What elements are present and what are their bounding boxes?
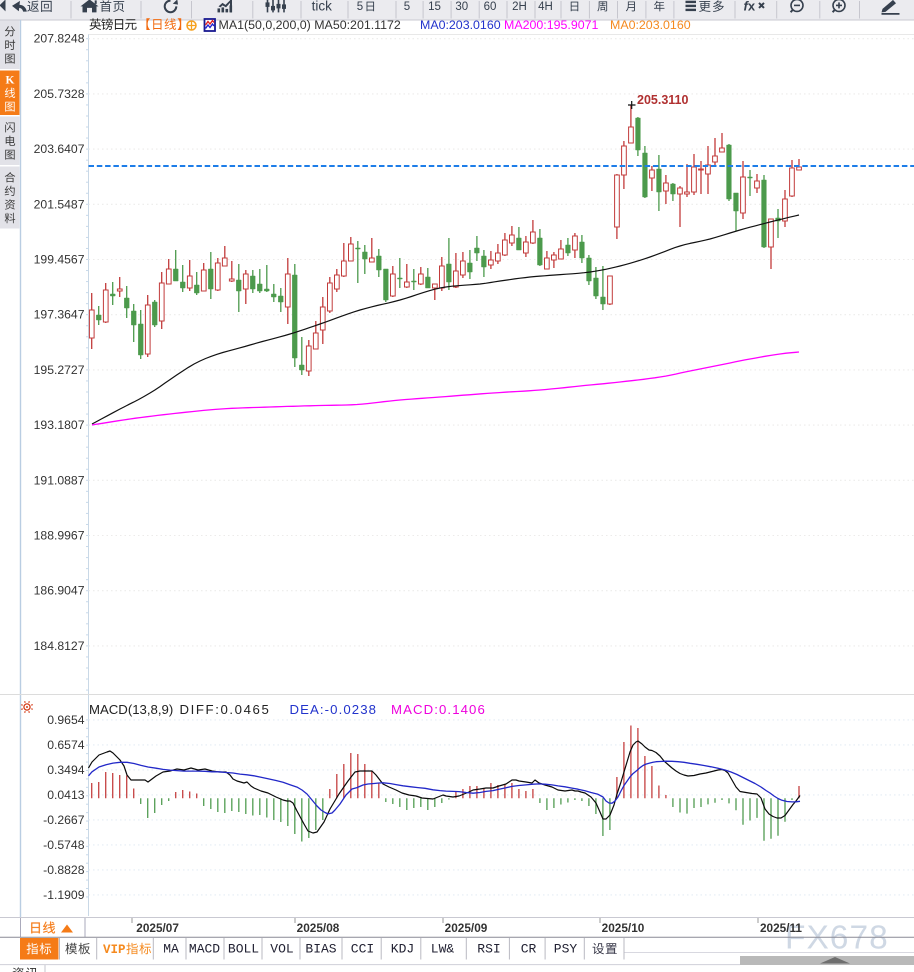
svg-text:2025/07: 2025/07 bbox=[136, 921, 179, 935]
svg-text:2025/09: 2025/09 bbox=[445, 921, 488, 935]
svg-text:15: 15 bbox=[428, 1, 441, 13]
svg-text:197.3647: 197.3647 bbox=[34, 308, 85, 322]
svg-text:5: 5 bbox=[404, 1, 410, 13]
svg-text:MA0:203.0160: MA0:203.0160 bbox=[420, 18, 501, 32]
svg-text:193.1807: 193.1807 bbox=[34, 418, 85, 432]
svg-text:-0.5748: -0.5748 bbox=[43, 838, 85, 852]
svg-text:0.6574: 0.6574 bbox=[47, 738, 84, 752]
svg-text:195.2727: 195.2727 bbox=[34, 363, 85, 377]
svg-text:201.5487: 201.5487 bbox=[34, 197, 85, 211]
svg-text:KDJ: KDJ bbox=[391, 942, 414, 957]
svg-text:203.6407: 203.6407 bbox=[34, 142, 85, 156]
svg-text:191.0887: 191.0887 bbox=[34, 473, 85, 487]
svg-text:fx: fx bbox=[744, 0, 756, 13]
svg-text:VOL: VOL bbox=[270, 942, 293, 957]
svg-text:BIAS: BIAS bbox=[305, 942, 336, 957]
svg-text:5: 5 bbox=[357, 1, 363, 13]
svg-text:DEA:-0.0238: DEA:-0.0238 bbox=[290, 702, 378, 717]
svg-text:VIP: VIP bbox=[103, 943, 126, 957]
svg-text:0.3494: 0.3494 bbox=[47, 763, 84, 777]
svg-text:MA200:195.9071: MA200:195.9071 bbox=[504, 18, 598, 32]
svg-text:PSY: PSY bbox=[554, 942, 578, 957]
svg-text:MA0:203.0160: MA0:203.0160 bbox=[610, 18, 691, 32]
svg-text:MACD:0.1406: MACD:0.1406 bbox=[391, 702, 486, 717]
svg-text:BOLL: BOLL bbox=[228, 942, 259, 957]
svg-text:2025/11: 2025/11 bbox=[760, 921, 802, 935]
svg-text:FX678: FX678 bbox=[785, 920, 889, 957]
svg-text:2025/10: 2025/10 bbox=[602, 921, 645, 935]
svg-text:188.9967: 188.9967 bbox=[34, 529, 85, 543]
svg-text:60: 60 bbox=[484, 1, 497, 13]
svg-text:-0.8828: -0.8828 bbox=[43, 863, 85, 877]
svg-text:186.9047: 186.9047 bbox=[34, 584, 85, 598]
svg-text:-0.2667: -0.2667 bbox=[43, 813, 85, 827]
svg-text:K: K bbox=[6, 74, 15, 86]
svg-text:tick: tick bbox=[312, 0, 333, 13]
svg-text:CCI: CCI bbox=[351, 942, 374, 957]
svg-text:184.8127: 184.8127 bbox=[34, 639, 85, 653]
svg-text:MA: MA bbox=[163, 942, 179, 957]
svg-text:205.7328: 205.7328 bbox=[34, 87, 85, 101]
svg-text:4H: 4H bbox=[538, 1, 553, 13]
svg-text:LW&: LW& bbox=[431, 942, 455, 957]
svg-text:207.8248: 207.8248 bbox=[34, 32, 85, 46]
svg-text:0.0413: 0.0413 bbox=[47, 788, 84, 802]
svg-text:MA1(50,0,200,0) MA50:201.1172: MA1(50,0,200,0) MA50:201.1172 bbox=[219, 18, 401, 32]
svg-text:MACD(13,8,9): MACD(13,8,9) bbox=[89, 702, 173, 717]
svg-text:0.9654: 0.9654 bbox=[47, 713, 84, 727]
svg-text:MACD: MACD bbox=[189, 942, 220, 957]
svg-text:DIFF:0.0465: DIFF:0.0465 bbox=[180, 702, 271, 717]
svg-text:2H: 2H bbox=[512, 1, 527, 13]
svg-text:2025/08: 2025/08 bbox=[297, 921, 340, 935]
svg-text:30: 30 bbox=[455, 1, 468, 13]
svg-text:RSI: RSI bbox=[477, 942, 500, 957]
svg-text:CR: CR bbox=[521, 942, 537, 957]
svg-text:199.4567: 199.4567 bbox=[34, 253, 85, 267]
svg-text:205.3110: 205.3110 bbox=[637, 93, 688, 107]
svg-text:-1.1909: -1.1909 bbox=[43, 888, 85, 902]
